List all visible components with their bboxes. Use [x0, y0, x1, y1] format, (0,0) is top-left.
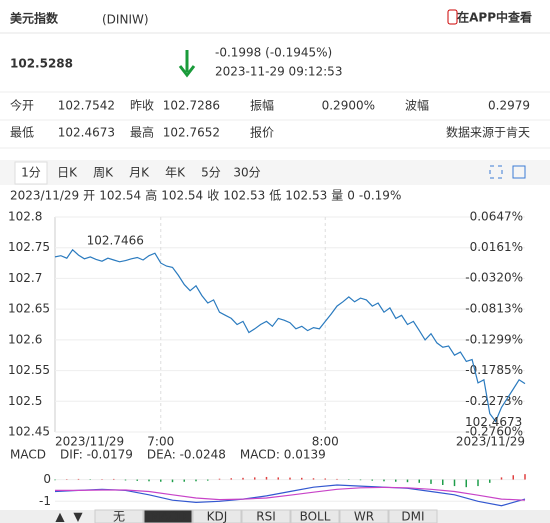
fullscreen-icon[interactable] — [489, 165, 503, 179]
indicator-tab-bg — [290, 509, 340, 523]
macd-legend: MACD: 0.0139 — [240, 448, 326, 462]
y-tick-label: 102.5 — [8, 394, 42, 408]
indicator-tab[interactable]: DMI — [401, 510, 424, 523]
info-label: 开 — [83, 189, 95, 203]
y2-tick-label: 0.0161% — [470, 240, 523, 254]
y-tick-label: 102.55 — [8, 363, 50, 377]
y2-tick-label: -0.0320% — [465, 271, 523, 285]
info-label: 量 — [331, 189, 343, 203]
stat-label: 报价 — [250, 125, 274, 140]
info-label: 收 — [207, 189, 219, 203]
indicator-tab-bg — [339, 509, 389, 523]
indicator-tab-bg — [94, 509, 144, 523]
tab[interactable]: 30分 — [233, 166, 260, 180]
max-annotation: 102.7466 — [87, 233, 144, 247]
y2-tick-label: -0.2760% — [465, 425, 523, 439]
indicator-tab[interactable]: RSI — [256, 510, 276, 523]
macd-tick-label: -1 — [39, 494, 51, 508]
stat-value: 102.7652 — [163, 126, 220, 140]
indicator-tab[interactable]: BOLL — [300, 510, 331, 523]
macd-line — [55, 486, 526, 501]
price: 102.5288 — [10, 57, 73, 71]
x-tick-label: 2023/11/29 — [456, 435, 525, 449]
info-change: -0.19% — [359, 189, 401, 203]
stat-value: 102.7286 — [163, 99, 220, 113]
y2-tick-label: -0.2273% — [465, 394, 523, 408]
scroll-down[interactable]: ▼ — [73, 510, 83, 523]
price-line — [54, 248, 526, 423]
stat-value: 102.4673 — [58, 126, 115, 140]
indicator-tab-bg — [241, 509, 291, 523]
macd-legend: DIF: -0.0179 — [60, 448, 133, 462]
macd-line — [54, 484, 526, 507]
tab[interactable]: 5分 — [201, 166, 221, 180]
stat-value: 102.7542 — [58, 99, 115, 113]
y-tick-label: 102.6 — [8, 332, 42, 346]
down-arrow — [178, 50, 196, 78]
time: 2023-11-29 09:12:53 — [215, 65, 342, 79]
indicator-tab[interactable]: MACD — [150, 510, 186, 523]
scroll-up[interactable]: ▲ — [55, 510, 65, 523]
tab[interactable]: 年K — [165, 166, 186, 180]
title: 美元指数 — [10, 11, 59, 26]
stat-value: 数据来源于肯天 — [446, 125, 530, 140]
tab[interactable]: 周K — [93, 166, 114, 180]
stat-value: 0.2979 — [488, 99, 530, 113]
app-link[interactable]: 在APP中查看 — [457, 10, 532, 25]
y2-tick-label: -0.0813% — [465, 302, 523, 316]
info-label: 低 — [269, 189, 281, 203]
indicator-tab[interactable]: WR — [354, 510, 374, 523]
stat-value: 0.2900% — [322, 99, 375, 113]
y-tick-label: 102.7 — [8, 271, 42, 285]
info-date: 2023/11/29 — [10, 189, 79, 203]
phone-icon — [447, 9, 458, 25]
stat-label: 最低 — [10, 126, 34, 140]
indicator-tab-bg — [143, 509, 193, 523]
stat-label: 最高 — [130, 125, 154, 140]
macd-legend: MACD — [10, 448, 46, 462]
x-tick-label: 8:00 — [312, 435, 339, 449]
x-tick-label: 2023/11/29 — [55, 435, 124, 449]
x-tick-label: 7:00 — [147, 435, 174, 449]
info-value: 102.54 — [161, 189, 203, 203]
tab-bar — [0, 160, 550, 185]
info-value: 0 — [347, 189, 355, 203]
settings-icon[interactable] — [512, 165, 526, 179]
info-label: 高 — [145, 188, 157, 203]
y-tick-label: 102.65 — [8, 302, 50, 316]
y-tick-label: 102.75 — [8, 240, 50, 254]
tab[interactable]: 日K — [57, 166, 78, 180]
macd-legend: DEA: -0.0248 — [147, 448, 226, 462]
tab-active — [14, 161, 48, 185]
info-value: 102.53 — [285, 189, 327, 203]
tab[interactable]: 月K — [129, 166, 150, 180]
y2-tick-label: -0.1785% — [465, 363, 523, 377]
code: (DINIW) — [102, 13, 149, 27]
indicator-tab-bg — [192, 509, 242, 523]
y2-tick-label: 0.0647% — [470, 210, 523, 224]
indicator-tab[interactable]: 无 — [113, 510, 125, 523]
indicator-tab-bg — [388, 509, 438, 523]
change: -0.1998 (-0.1945%) — [215, 46, 332, 60]
y-tick-label: 102.45 — [8, 425, 50, 439]
macd-tick-label: 0 — [43, 472, 51, 486]
y2-tick-label: -0.1299% — [465, 332, 523, 346]
stat-label: 昨收 — [130, 99, 154, 113]
info-value: 102.53 — [223, 189, 265, 203]
stat-label: 今开 — [10, 98, 34, 113]
info-value: 102.54 — [99, 189, 141, 203]
y-tick-label: 102.8 — [8, 210, 42, 224]
stat-label: 振幅 — [250, 98, 274, 113]
indicator-tab[interactable]: KDJ — [207, 510, 228, 523]
min-annotation: 102.4673 — [465, 415, 522, 429]
tab[interactable]: 1分 — [21, 166, 41, 180]
stat-label: 波幅 — [405, 98, 429, 113]
